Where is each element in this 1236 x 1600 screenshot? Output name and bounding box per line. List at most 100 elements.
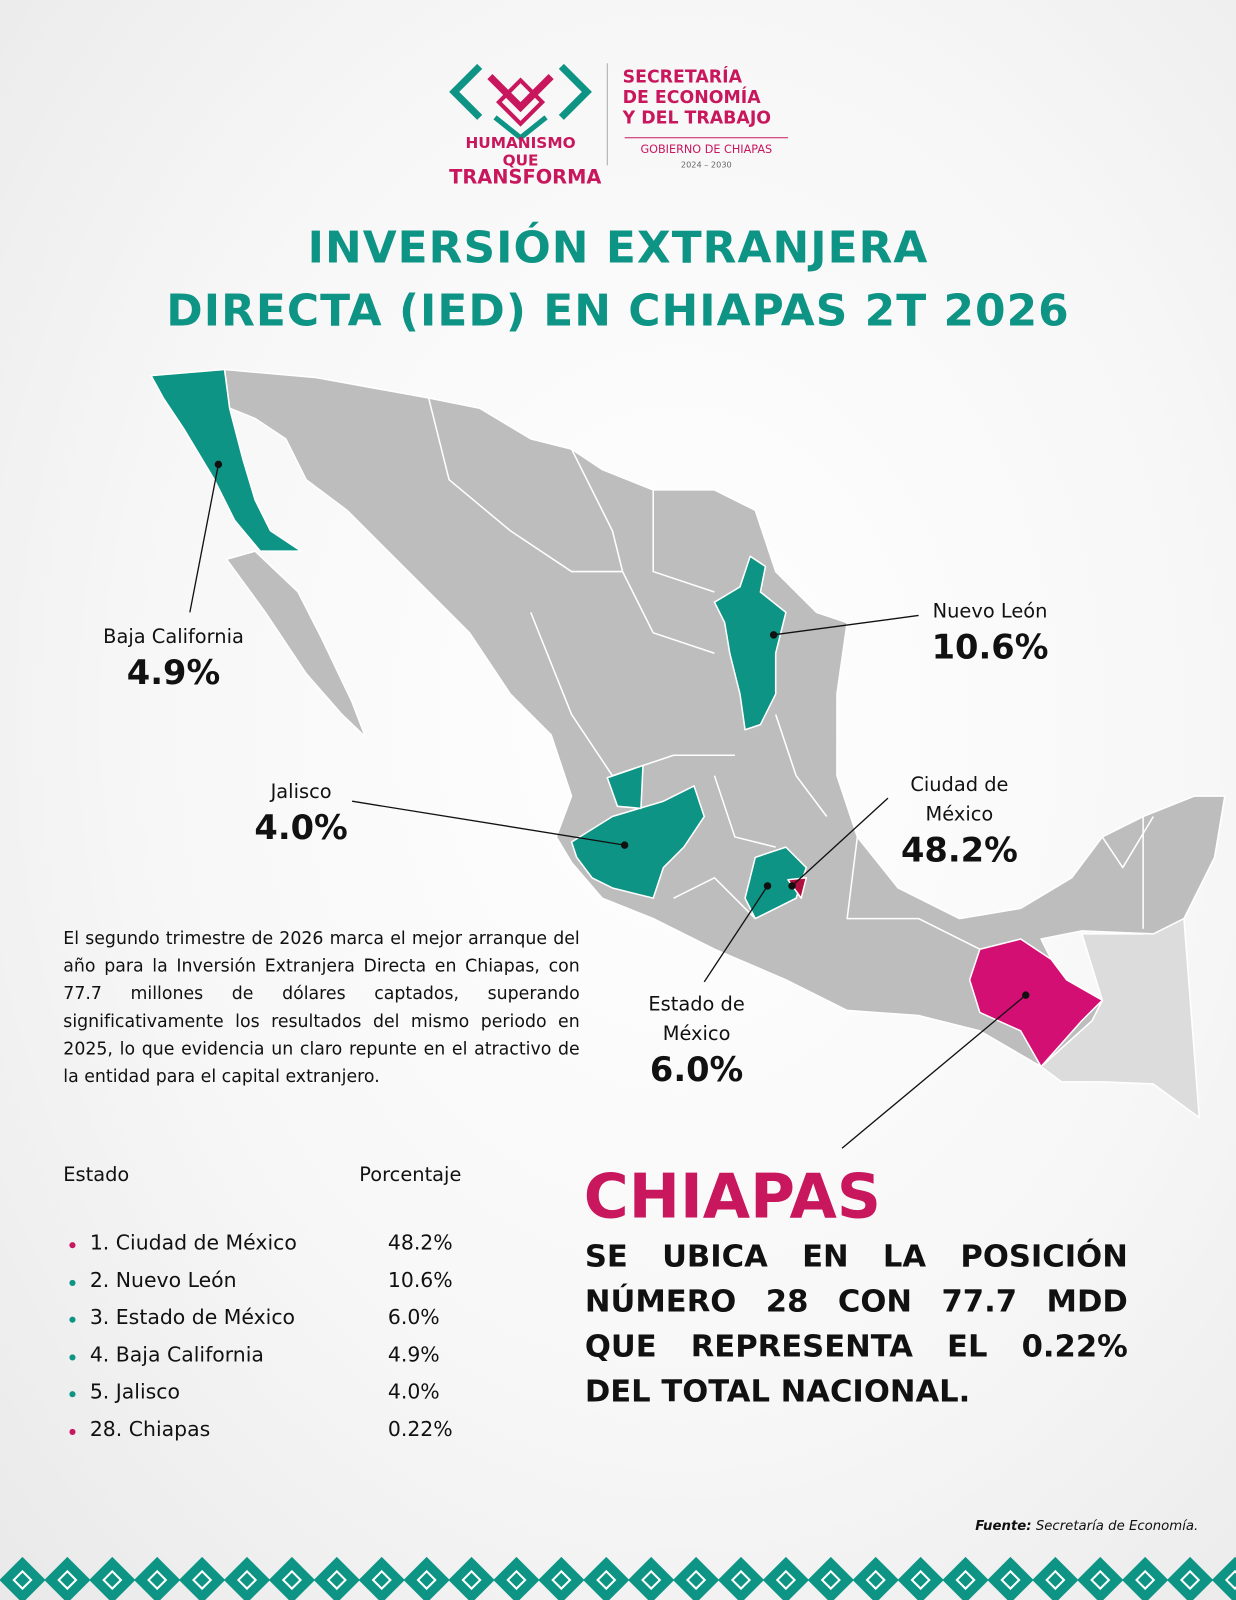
- footer-diamond-inner: [1135, 1569, 1156, 1591]
- footer-diamond-inner: [281, 1569, 303, 1591]
- state-percent: 48.2%: [387, 1229, 453, 1255]
- footer-diamond: [852, 1556, 899, 1600]
- footer-diamond-inner: [551, 1569, 572, 1591]
- logo: [449, 63, 592, 142]
- highlight-line: DEL TOTAL NACIONAL.: [584, 1373, 971, 1410]
- highlight-line: QUE REPRESENTA EL 0.22%: [584, 1328, 1128, 1365]
- logo-line: TRANSFORMA: [449, 166, 602, 189]
- footer-diamond: [628, 1556, 675, 1600]
- footer-diamond: [538, 1556, 585, 1600]
- mexico-mainland: [223, 368, 1226, 1068]
- region-chiapas: [968, 938, 1104, 1068]
- footer-diamond-inner: [1179, 1569, 1201, 1591]
- footer-diamond: [583, 1556, 630, 1600]
- source: Fuente: Secretaría de Economía.: [898, 1519, 1198, 1534]
- footer-diamond: [1211, 1556, 1236, 1600]
- paragraph: El segundo trimestre de 2026 marca el me…: [63, 928, 580, 1087]
- footer-diamond: [448, 1556, 495, 1600]
- region-baja-california: [150, 368, 302, 552]
- footer-diamond-inner: [865, 1569, 886, 1591]
- bullet: [69, 1279, 76, 1286]
- footer-diamond: [134, 1556, 181, 1600]
- label-name: Baja California: [103, 625, 244, 649]
- footer-diamond-inner: [685, 1569, 707, 1591]
- footer-diamond: [223, 1556, 271, 1600]
- footer-diamond-inner: [820, 1569, 841, 1591]
- footer-diamond: [1077, 1556, 1124, 1600]
- highlight-title: CHIAPAS: [583, 1161, 881, 1233]
- footer-diamond-inner: [506, 1569, 527, 1591]
- table-header: Estado: [63, 1163, 130, 1186]
- footer-diamond: [897, 1556, 944, 1600]
- footer-diamond: [0, 1556, 46, 1600]
- footer-diamond: [1122, 1556, 1169, 1600]
- label-value: 4.0%: [254, 807, 348, 848]
- footer-diamond-inner: [730, 1569, 752, 1591]
- state-name: 4. Baja California: [89, 1341, 264, 1367]
- footer-diamond: [807, 1556, 854, 1600]
- footer-diamond-inner: [326, 1569, 347, 1591]
- footer-diamond: [493, 1556, 540, 1600]
- map-label: Ciudad de México 48.2%: [878, 771, 1041, 870]
- footer-diamond: [1032, 1556, 1079, 1600]
- state-name: 2. Nuevo León: [89, 1267, 237, 1292]
- highlight-line: NÚMERO 28 CON 77.7 MDD: [584, 1283, 1128, 1320]
- org-line: Y DEL TRABAJO: [622, 108, 772, 129]
- region-jalisco: [570, 764, 706, 899]
- footer-diamond-inner: [236, 1569, 258, 1591]
- footer-diamond-inner: [371, 1569, 392, 1591]
- bullet: [69, 1316, 76, 1323]
- footer-diamond: [987, 1556, 1034, 1600]
- org-line: SECRETARÍA: [622, 67, 743, 88]
- footer-diamond: [313, 1556, 360, 1600]
- footer-diamond-inner: [1045, 1569, 1066, 1591]
- org-name: SECRETARÍA DE ECONOMÍA Y DEL TRABAJO: [623, 67, 771, 128]
- logo-line: HUMANISMO QUE: [465, 133, 576, 170]
- footer-diamond-inner: [1090, 1569, 1111, 1591]
- footer-diamond: [672, 1556, 720, 1600]
- footer-diamond: [358, 1556, 405, 1600]
- footer-diamond-inner: [461, 1569, 482, 1591]
- footer-diamond: [44, 1556, 91, 1600]
- period-text: 2024 – 2030: [680, 160, 732, 170]
- state-percent: 6.0%: [387, 1304, 440, 1329]
- highlight-text: SE UBICA EN LA POSICIÓN NÚMERO 28 CON 77.…: [585, 1235, 1128, 1415]
- map: [150, 368, 1226, 1119]
- title-line: INVERSIÓN EXTRANJERA: [307, 222, 929, 274]
- map-label: Nuevo León 10.6%: [898, 597, 1082, 666]
- label-name: Estado de México: [648, 993, 745, 1046]
- footer-diamond-inner: [12, 1569, 33, 1591]
- footer-diamond-inner: [1224, 1569, 1236, 1591]
- region-estado-de-mexico: [744, 846, 808, 920]
- state-percent: 10.6%: [387, 1267, 453, 1292]
- bullet: [69, 1428, 76, 1435]
- state-name: 3. Estado de México: [89, 1304, 296, 1329]
- bullet: [69, 1353, 76, 1361]
- source-label: Fuente:: [975, 1518, 1032, 1535]
- footer-pattern: [0, 1556, 1236, 1600]
- label-value: 48.2%: [900, 829, 1018, 870]
- org-line: DE ECONOMÍA: [622, 87, 761, 109]
- footer-diamond-inner: [775, 1569, 797, 1591]
- footer-diamond: [762, 1556, 809, 1600]
- state-percent: 0.22%: [387, 1416, 453, 1441]
- label-value: 10.6%: [931, 626, 1049, 667]
- footer-diamond-inner: [1000, 1569, 1021, 1591]
- title-line: DIRECTA (IED) EN CHIAPAS 2T 2026: [166, 285, 1070, 337]
- footer-diamond-inner: [955, 1569, 976, 1591]
- footer-diamond-inner: [641, 1569, 662, 1591]
- footer-diamond-inner: [102, 1569, 123, 1591]
- logo-text: HUMANISMO QUE TRANSFORMA: [449, 133, 602, 189]
- footer-diamond-inner: [147, 1569, 168, 1591]
- footer-diamond: [717, 1556, 765, 1600]
- bullet: [69, 1391, 76, 1398]
- label-name: Ciudad de México: [910, 773, 1009, 826]
- footer-diamond: [942, 1556, 989, 1600]
- state-percent: 4.9%: [387, 1341, 440, 1367]
- state-name: 5. Jalisco: [89, 1378, 181, 1404]
- label-value: 6.0%: [649, 1049, 744, 1090]
- table-header: Porcentaje: [359, 1163, 462, 1186]
